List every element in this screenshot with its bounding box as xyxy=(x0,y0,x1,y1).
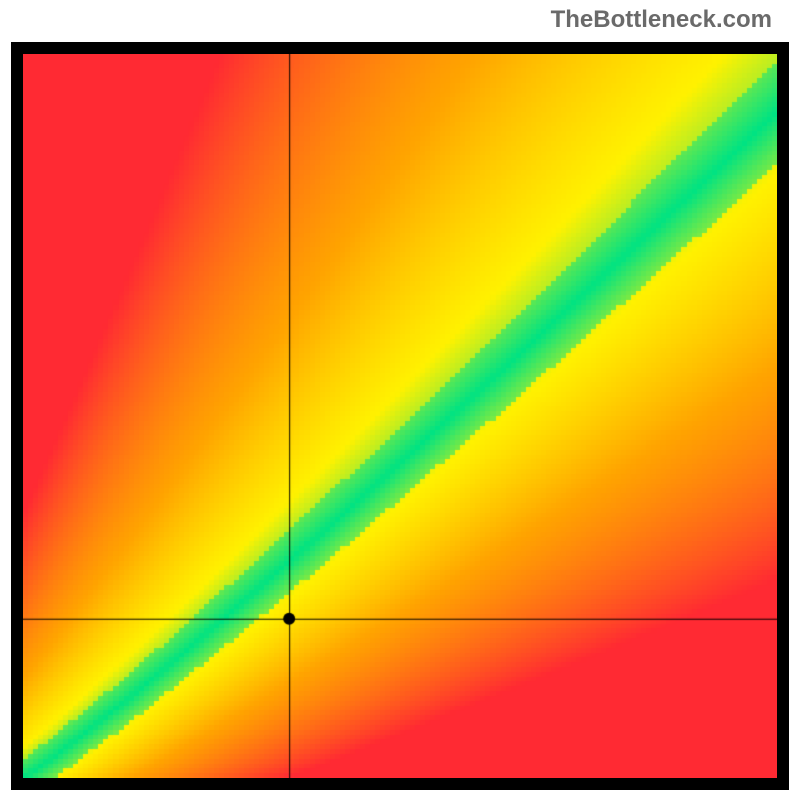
bottleneck-heatmap xyxy=(23,54,777,778)
attribution-text: TheBottleneck.com xyxy=(551,6,772,34)
